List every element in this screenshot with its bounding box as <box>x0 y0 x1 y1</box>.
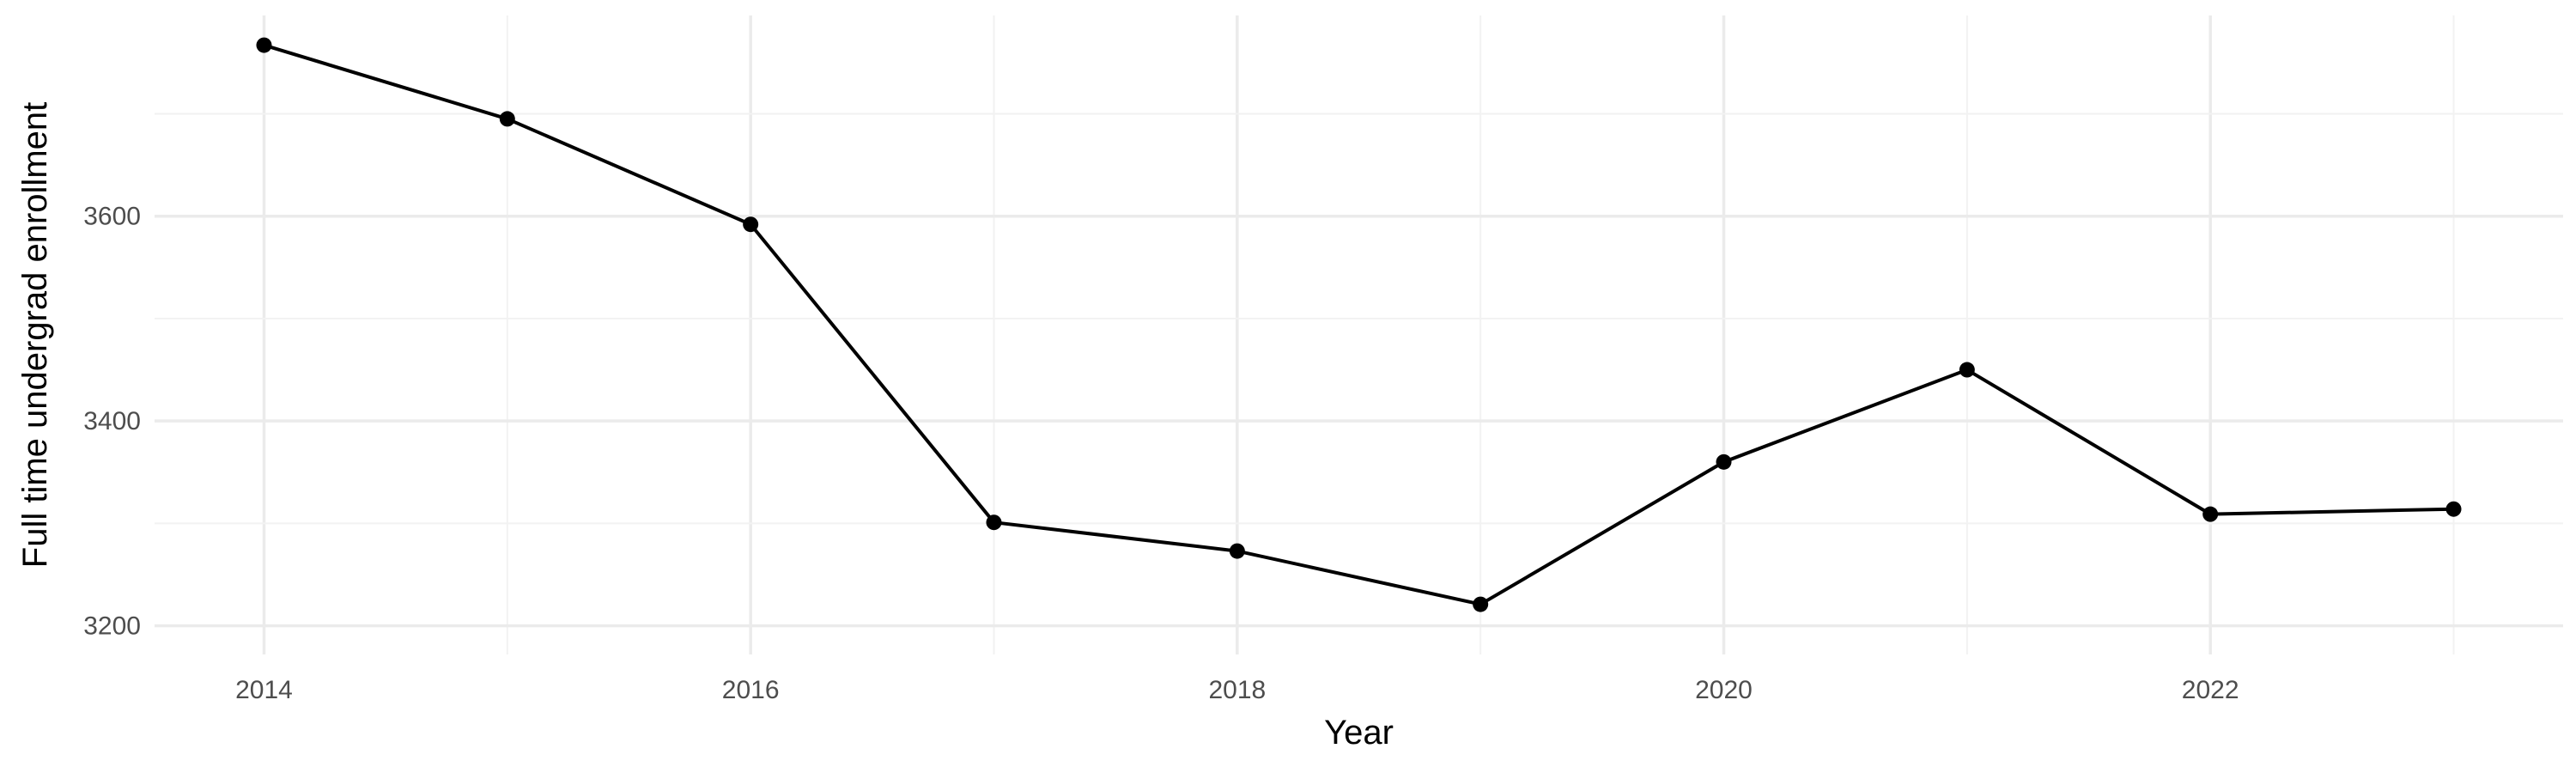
x-axis-ticks: 2014 2016 2018 2020 2022 <box>235 676 2239 704</box>
y-axis-title: Full time undergrad enrollment <box>16 102 54 568</box>
x-tick-label: 2022 <box>2182 676 2239 704</box>
y-tick-label: 3200 <box>83 612 141 641</box>
x-axis-title: Year <box>1324 714 1394 752</box>
data-point <box>499 111 515 127</box>
data-point <box>1716 453 1732 470</box>
data-point <box>743 216 759 233</box>
series-line <box>263 43 2454 606</box>
data-points <box>256 37 2462 612</box>
x-tick-label: 2016 <box>722 676 780 704</box>
x-tick-label: 2020 <box>1695 676 1753 704</box>
y-tick-label: 3400 <box>83 407 141 435</box>
y-tick-label: 3600 <box>83 203 141 231</box>
data-point <box>256 37 272 53</box>
grid <box>155 15 2563 654</box>
x-tick-label: 2014 <box>235 676 293 704</box>
series-line-layer <box>263 43 2454 606</box>
data-point <box>2445 501 2462 517</box>
data-point <box>1959 362 1975 378</box>
data-point <box>986 514 1002 531</box>
data-point <box>2202 506 2219 522</box>
x-tick-label: 2018 <box>1208 676 1266 704</box>
data-point <box>1229 543 1245 559</box>
data-point <box>1473 596 1489 612</box>
y-axis-ticks: 3200 3400 3600 <box>83 203 141 641</box>
